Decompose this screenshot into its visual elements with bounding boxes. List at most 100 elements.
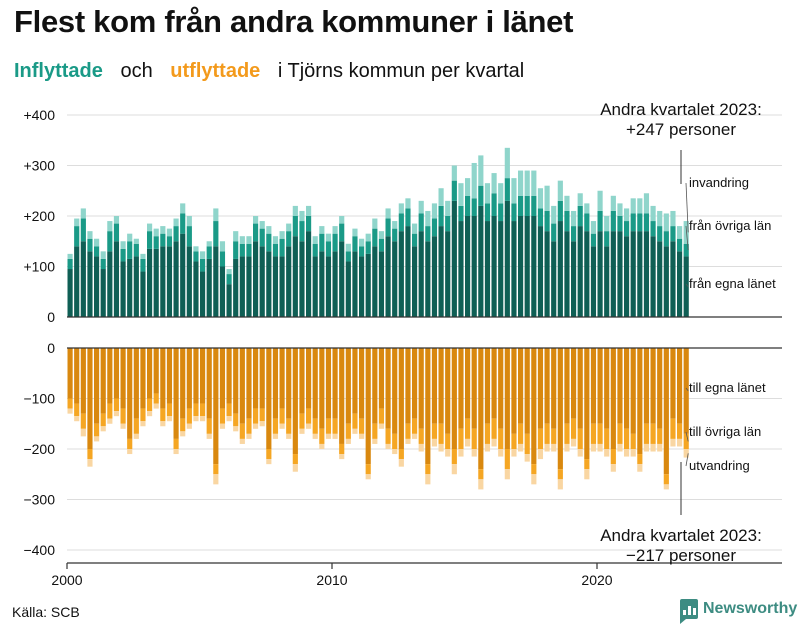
bar-segment-inflow [186, 246, 192, 317]
bar-segment-inflow [372, 228, 378, 247]
bar-segment-inflow [140, 258, 146, 272]
bar-segment-outflow [120, 408, 126, 424]
bar-segment-inflow [200, 271, 206, 317]
bar-segment-inflow [604, 231, 610, 247]
bar-segment-outflow [663, 348, 669, 475]
bar-segment-inflow [484, 203, 491, 222]
x-tick-label: 2010 [316, 572, 347, 588]
bar-segment-outflow [74, 416, 80, 422]
bar-segment-inflow [266, 251, 272, 317]
bar-segment-inflow [405, 208, 411, 227]
bar-segment-outflow [385, 428, 391, 444]
brand-logo[interactable]: Newsworthy [680, 599, 797, 624]
bar-segment-outflow [127, 438, 133, 449]
bar-segment-outflow [339, 443, 345, 455]
bar-segment-outflow [511, 348, 517, 434]
bar-segment-outflow [670, 438, 676, 447]
bar-segment-outflow [557, 348, 563, 470]
bar-segment-inflow [571, 210, 577, 227]
bar-segment-inflow [617, 216, 623, 232]
bar-segment-outflow [670, 348, 676, 419]
bar-segment-inflow [398, 203, 404, 214]
bar-segment-inflow [160, 233, 166, 247]
bar-segment-inflow [166, 236, 173, 247]
bar-segment-inflow [478, 205, 484, 317]
bar-segment-inflow [398, 213, 404, 232]
subtitle-conj: och [120, 60, 153, 82]
bar-segment-outflow [186, 348, 192, 409]
subtitle: Inflyttade och utflyttade i Tjörns kommu… [14, 60, 524, 83]
bar-segment-inflow [630, 231, 636, 317]
bar-segment-inflow [206, 246, 212, 259]
bar-segment-inflow [478, 155, 484, 186]
bar-segment-inflow [127, 233, 133, 242]
bar-segment-outflow [133, 433, 139, 439]
bar-segment-inflow [299, 241, 305, 317]
bar-segment-outflow [385, 443, 391, 449]
bar-segment-inflow [378, 251, 385, 317]
bar-segment-outflow [683, 449, 689, 458]
bar-segment-inflow [431, 203, 438, 219]
bar-segment-outflow [643, 443, 650, 452]
bar-segment-inflow [657, 241, 663, 317]
bar-segment-inflow [372, 218, 378, 229]
bar-segment-inflow [153, 236, 159, 249]
bar-segment-inflow [279, 256, 285, 317]
bar-segment-inflow [213, 246, 219, 317]
bar-segment-inflow [120, 241, 126, 249]
bar-segment-outflow [597, 348, 603, 424]
bar-segment-inflow [107, 231, 113, 252]
bar-segment-outflow [67, 408, 73, 414]
bar-segment-outflow [438, 423, 444, 444]
bar-segment-outflow [153, 393, 159, 404]
bar-segment-inflow [312, 236, 318, 244]
bar-segment-inflow [140, 253, 146, 259]
bar-segment-outflow [100, 348, 106, 414]
bar-segment-outflow [650, 348, 656, 424]
bar-segment-outflow [491, 418, 497, 439]
bar-segment-outflow [471, 428, 477, 449]
bar-segment-outflow [365, 348, 371, 465]
bar-segment-inflow [213, 221, 219, 247]
bar-segment-outflow [332, 433, 338, 439]
bar-segment-inflow [180, 233, 186, 317]
bar-segment-outflow [186, 408, 192, 424]
bar-segment-outflow [107, 348, 113, 404]
bar-segment-inflow [577, 226, 583, 317]
bar-segment-inflow [259, 221, 265, 229]
bar-segment-inflow [345, 261, 351, 317]
bar-segment-outflow [100, 426, 106, 432]
bar-segment-outflow [67, 348, 73, 399]
bar-segment-inflow [120, 248, 126, 262]
bar-segment-outflow [518, 423, 524, 444]
bar-segment-inflow [491, 173, 497, 194]
bar-segment-outflow [239, 348, 245, 424]
bar-segment-inflow [94, 256, 100, 317]
bar-segment-inflow [345, 251, 351, 262]
label-leader-bottom [685, 431, 689, 442]
bar-segment-inflow [670, 226, 676, 242]
bar-segment-outflow [206, 348, 212, 419]
bar-segment-outflow [617, 423, 623, 444]
bar-segment-outflow [246, 418, 252, 434]
bar-segment-inflow [604, 216, 610, 232]
bar-segment-outflow [219, 348, 226, 409]
bar-segment-inflow [590, 221, 597, 234]
bar-segment-outflow [451, 464, 457, 475]
bar-segment-inflow [120, 261, 126, 317]
bar-segment-inflow [239, 243, 245, 257]
bar-segment-outflow [186, 423, 192, 429]
bar-segment-outflow [398, 449, 404, 460]
bar-segment-outflow [272, 433, 279, 439]
bar-segment-inflow [312, 243, 318, 257]
bar-segment-outflow [160, 421, 166, 427]
bar-segment-outflow [544, 443, 550, 452]
bar-segment-inflow [418, 213, 424, 232]
migration-chart: +400 +300 +200 +100 0 0 −100 −200 −300 −400 2000 20… [23, 100, 782, 588]
bar-segment-inflow [239, 236, 245, 244]
annotation-bottom-line2: −217 personer [626, 546, 736, 565]
bar-segment-inflow [445, 200, 451, 216]
bar-segment-outflow [193, 416, 199, 422]
bar-segment-inflow [253, 216, 259, 224]
bar-segment-inflow [319, 233, 325, 252]
